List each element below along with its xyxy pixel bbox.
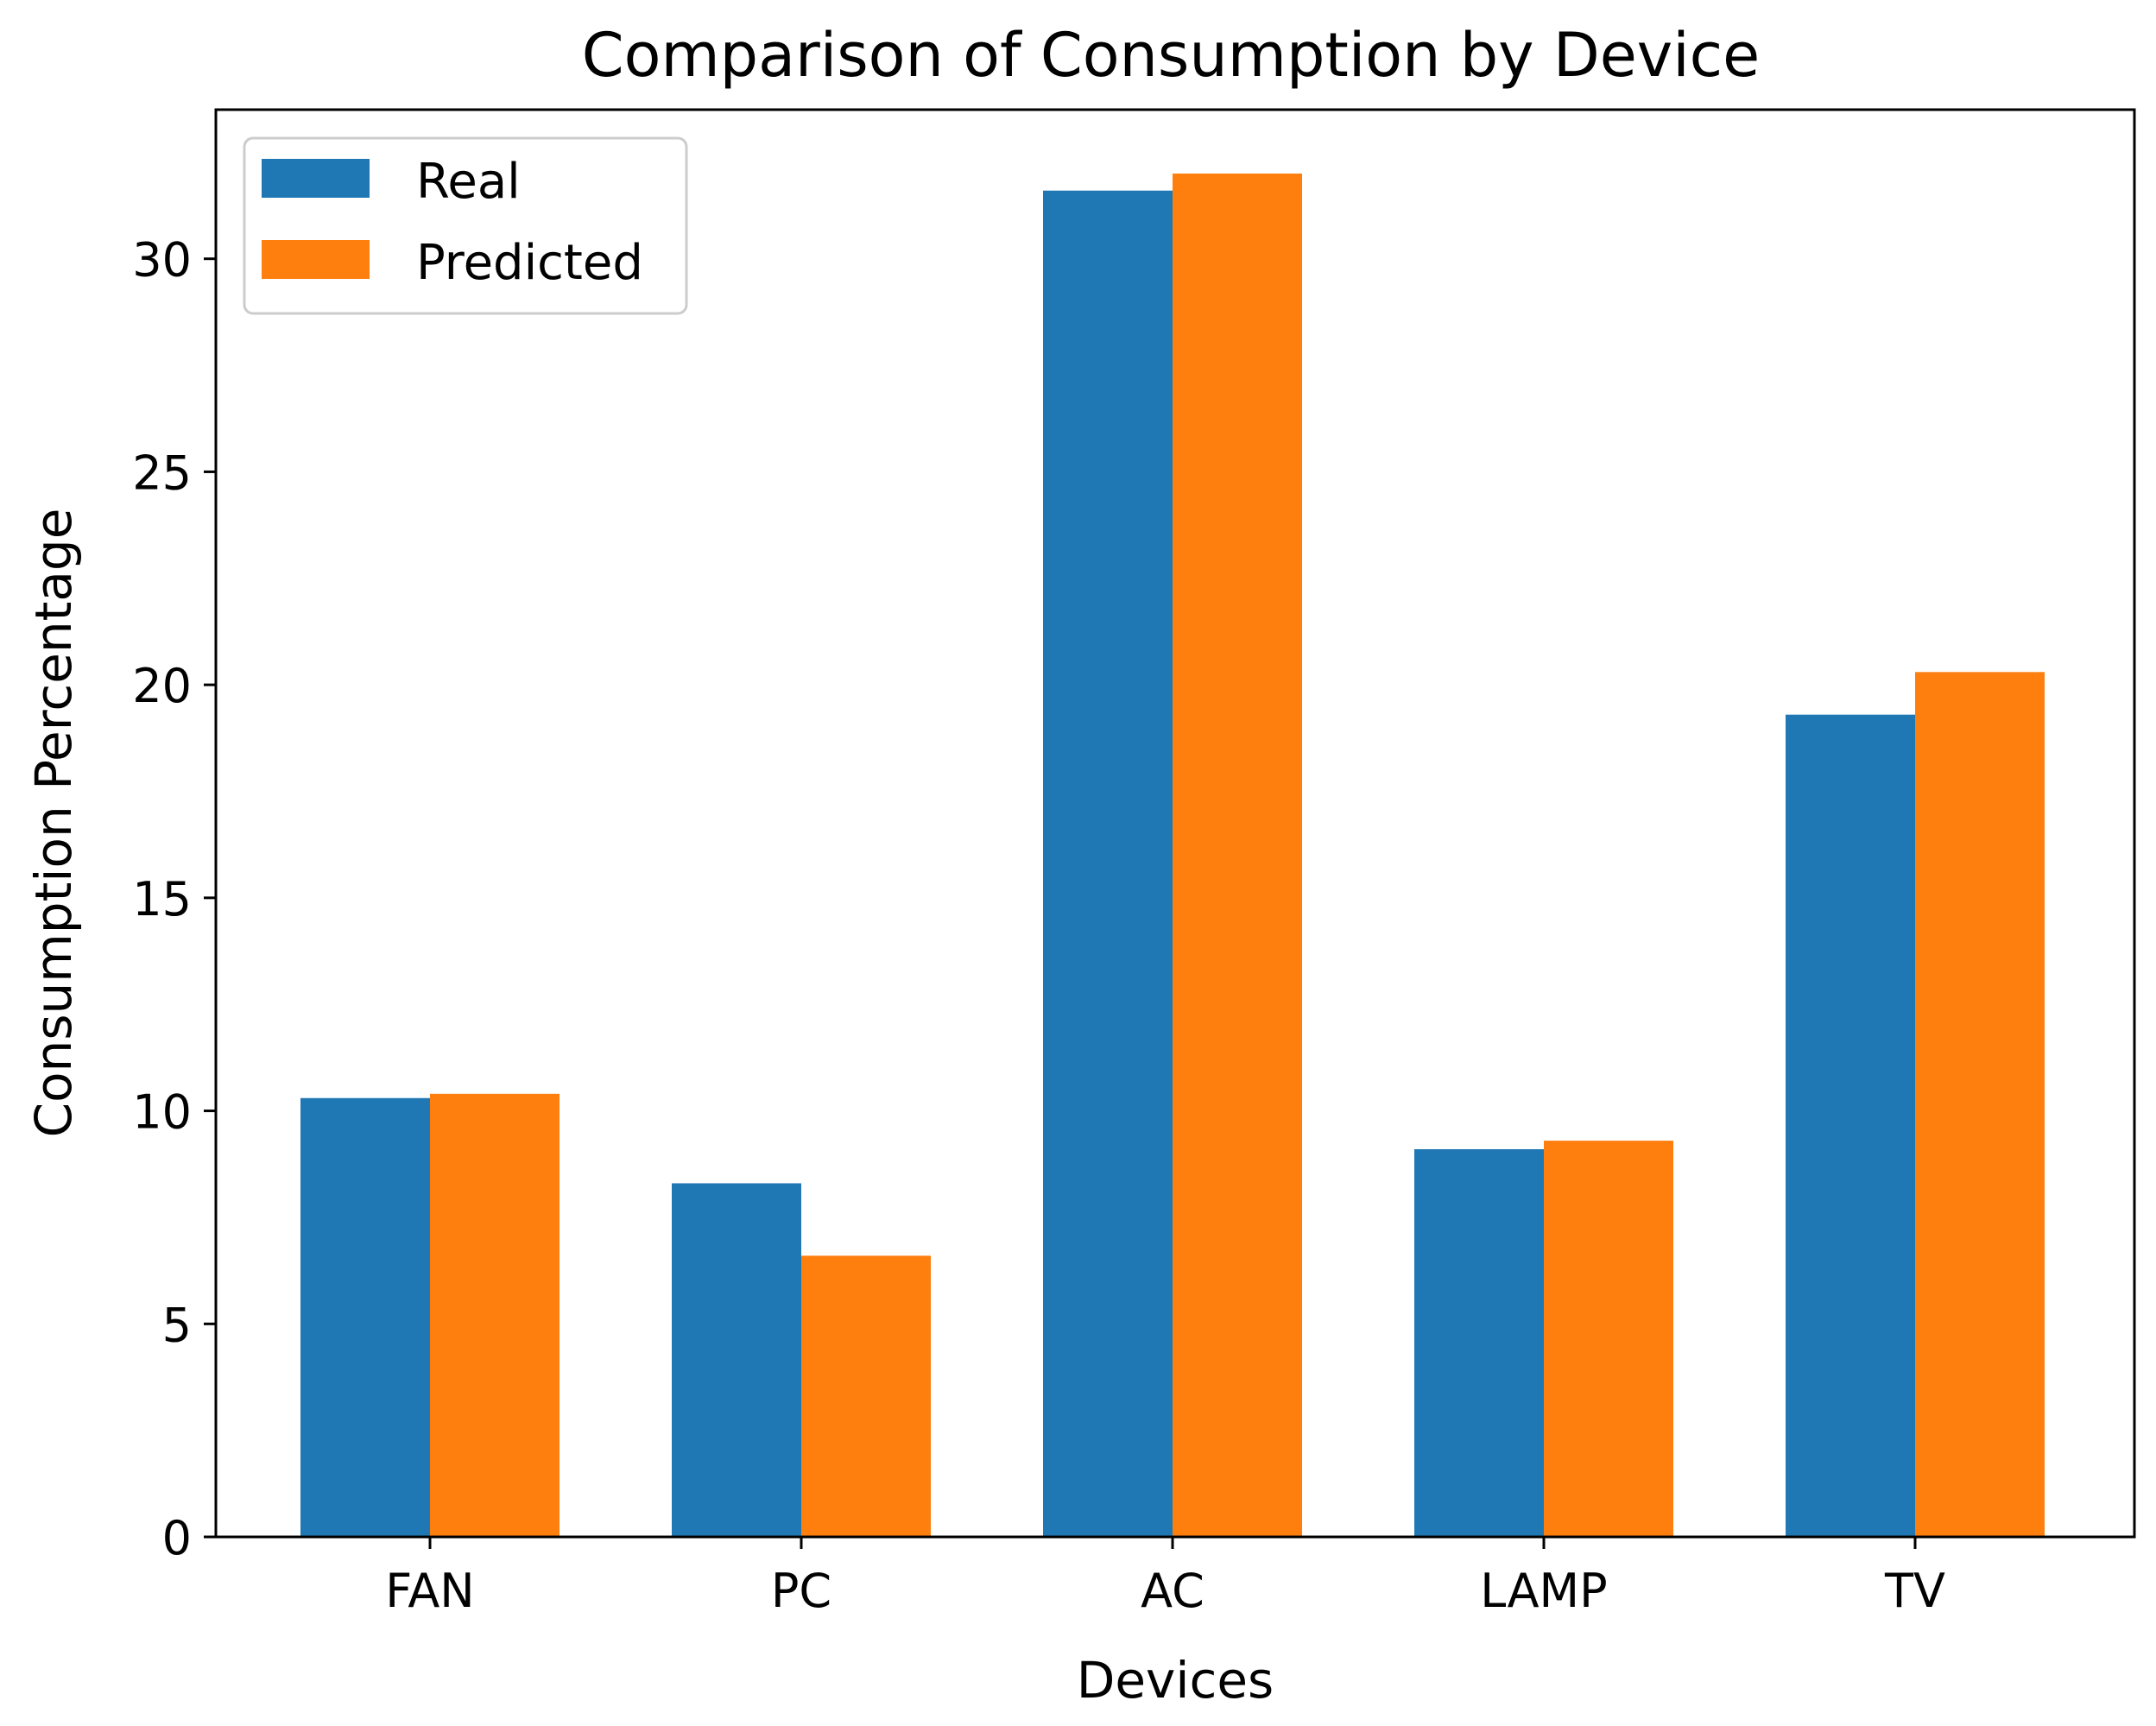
bar-predicted-pc (801, 1255, 931, 1537)
y-tick-label-30: 30 (132, 233, 192, 288)
legend-label-real: Real (416, 154, 521, 210)
x-tick-label-lamp: LAMP (1480, 1564, 1607, 1618)
bar-real-fan (300, 1097, 430, 1537)
y-tick-label-25: 25 (132, 446, 192, 500)
y-axis-ticks: 0 5 10 15 20 25 30 (132, 233, 216, 1565)
bars-layer (300, 174, 2045, 1538)
x-tick-label-pc: PC (771, 1564, 831, 1618)
legend-swatch-predicted (262, 240, 370, 279)
bar-real-lamp (1414, 1148, 1544, 1537)
chart-title: Comparison of Consumption by Device (582, 20, 1760, 91)
y-tick-label-20: 20 (132, 659, 192, 713)
legend-swatch-real (262, 159, 370, 198)
y-tick-label-15: 15 (132, 872, 192, 926)
bar-predicted-ac (1173, 174, 1302, 1538)
bar-real-pc (672, 1183, 801, 1537)
bar-real-tv (1786, 714, 1915, 1537)
bar-predicted-fan (430, 1093, 560, 1537)
legend-entry-real: Real (262, 154, 521, 210)
bar-real-ac (1043, 190, 1173, 1538)
bar-predicted-lamp (1544, 1141, 1673, 1537)
y-tick-label-10: 10 (132, 1085, 192, 1140)
x-axis-label: Devices (1077, 1651, 1274, 1710)
y-tick-label-0: 0 (162, 1511, 192, 1565)
x-axis-ticks: FAN PC AC LAMP TV (385, 1537, 1945, 1618)
plot-area (214, 108, 2136, 1539)
y-tick-label-5: 5 (162, 1298, 192, 1352)
legend: Real Predicted (243, 136, 688, 315)
x-tick-label-ac: AC (1141, 1564, 1204, 1618)
plot-area-frame (214, 108, 2136, 1539)
x-tick-label-tv: TV (1884, 1564, 1945, 1618)
legend-entry-predicted: Predicted (262, 235, 643, 291)
bar-predicted-tv (1915, 672, 2045, 1537)
y-axis-label: Consumption Percentage (24, 509, 83, 1138)
legend-label-predicted: Predicted (416, 235, 643, 291)
x-tick-label-fan: FAN (385, 1564, 474, 1618)
